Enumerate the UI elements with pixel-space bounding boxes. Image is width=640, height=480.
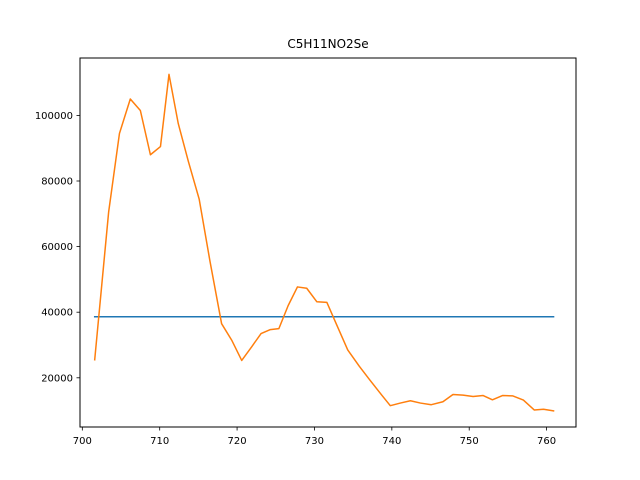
x-tick-label: 700 [73, 436, 92, 447]
x-tick-label: 760 [537, 436, 556, 447]
x-tick-label: 750 [460, 436, 479, 447]
series-line-2 [93, 73, 555, 412]
x-axis: 700 710 720 730 740 750 760 [73, 427, 556, 447]
x-tick-label: 710 [150, 436, 169, 447]
y-axis: 20000 40000 60000 80000 100000 [35, 111, 80, 384]
x-tick-label: 740 [382, 436, 401, 447]
series-layer [93, 73, 555, 412]
y-tick-label: 20000 [41, 373, 73, 384]
plot-frame [79, 57, 577, 428]
y-tick-label: 40000 [41, 308, 73, 319]
y-tick-label: 80000 [41, 177, 73, 188]
chart-title: C5H11NO2Se [287, 37, 368, 51]
y-tick-label: 100000 [35, 111, 73, 122]
x-tick-label: 720 [228, 436, 247, 447]
x-tick-label: 730 [305, 436, 324, 447]
y-tick-label: 60000 [41, 242, 73, 253]
